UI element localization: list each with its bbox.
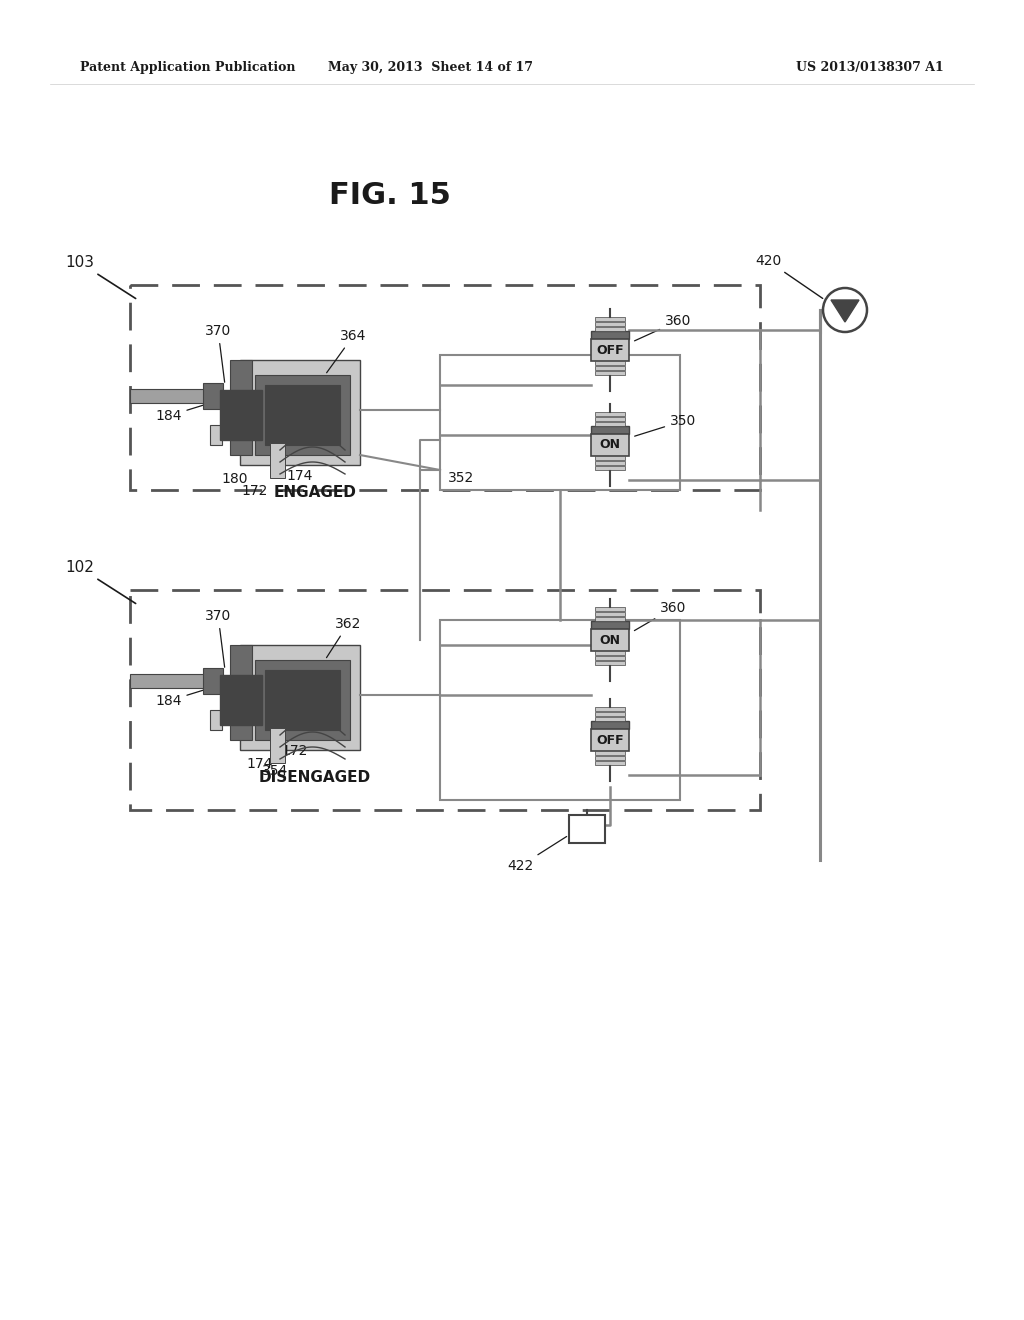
Polygon shape [831, 300, 859, 322]
Bar [595, 607, 625, 611]
Text: 362: 362 [327, 616, 361, 657]
Bar [595, 366, 625, 370]
Bar [270, 444, 285, 478]
Text: 352: 352 [449, 471, 474, 484]
Bar [591, 729, 629, 751]
Text: Patent Application Publication: Patent Application Publication [80, 62, 296, 74]
Bar [595, 422, 625, 426]
Bar [220, 389, 262, 440]
Text: 422: 422 [507, 837, 566, 873]
Bar [595, 651, 625, 655]
Text: 420: 420 [755, 253, 822, 298]
Bar [595, 327, 625, 331]
Text: 174: 174 [287, 469, 313, 483]
Bar [595, 756, 625, 760]
Bar [591, 630, 629, 651]
Bar [270, 729, 285, 763]
Text: 102: 102 [65, 560, 135, 603]
Text: 180: 180 [222, 473, 248, 486]
Bar [595, 461, 625, 465]
Bar [595, 717, 625, 721]
Bar [595, 466, 625, 470]
Bar [591, 434, 629, 455]
Text: 172: 172 [282, 744, 308, 758]
Bar [595, 751, 625, 755]
Text: May 30, 2013  Sheet 14 of 17: May 30, 2013 Sheet 14 of 17 [328, 62, 532, 74]
Bar [220, 675, 262, 725]
Bar [440, 620, 680, 800]
Text: 360: 360 [635, 314, 691, 341]
Bar [595, 317, 625, 321]
Text: 370: 370 [205, 323, 231, 383]
Bar [595, 661, 625, 665]
Text: ENGAGED: ENGAGED [273, 484, 356, 500]
Bar [595, 711, 625, 715]
Bar [230, 645, 252, 741]
Text: 174: 174 [247, 756, 273, 771]
Bar [595, 612, 625, 616]
Text: 184: 184 [155, 401, 217, 422]
Bar [240, 645, 360, 750]
Bar [255, 660, 350, 741]
Text: 350: 350 [635, 414, 696, 436]
Bar [203, 383, 223, 409]
Bar [130, 389, 205, 403]
Bar [591, 620, 629, 630]
Bar [595, 417, 625, 421]
Bar [210, 425, 222, 445]
Text: 360: 360 [635, 601, 686, 631]
Bar [595, 656, 625, 660]
Bar [569, 814, 605, 843]
Bar [591, 721, 629, 729]
Bar [595, 762, 625, 766]
Text: 354: 354 [262, 764, 288, 777]
Text: OFF: OFF [596, 734, 624, 747]
Bar [130, 285, 760, 490]
Bar [591, 339, 629, 360]
Text: 184: 184 [155, 686, 217, 708]
Bar [255, 375, 350, 455]
Text: 172: 172 [242, 484, 268, 498]
Bar [265, 385, 340, 445]
Bar [210, 710, 222, 730]
Text: US 2013/0138307 A1: US 2013/0138307 A1 [797, 62, 944, 74]
Bar [203, 668, 223, 694]
Bar [595, 371, 625, 375]
Bar [595, 360, 625, 366]
Text: ON: ON [599, 438, 621, 451]
Text: 364: 364 [327, 329, 367, 372]
Bar [595, 616, 625, 620]
Bar [591, 426, 629, 434]
Bar [440, 355, 680, 490]
Bar [265, 671, 340, 730]
Circle shape [823, 288, 867, 333]
Bar [595, 322, 625, 326]
Bar [595, 455, 625, 459]
Bar [130, 590, 760, 810]
Text: DISENGAGED: DISENGAGED [259, 770, 371, 785]
Text: 370: 370 [205, 609, 231, 667]
Bar [240, 360, 360, 465]
Bar [595, 708, 625, 711]
Bar [595, 412, 625, 416]
Text: OFF: OFF [596, 343, 624, 356]
Bar [591, 331, 629, 339]
Text: 103: 103 [65, 255, 135, 298]
Bar [130, 675, 205, 688]
Text: FIG. 15: FIG. 15 [329, 181, 451, 210]
Bar [230, 360, 252, 455]
Text: ON: ON [599, 634, 621, 647]
